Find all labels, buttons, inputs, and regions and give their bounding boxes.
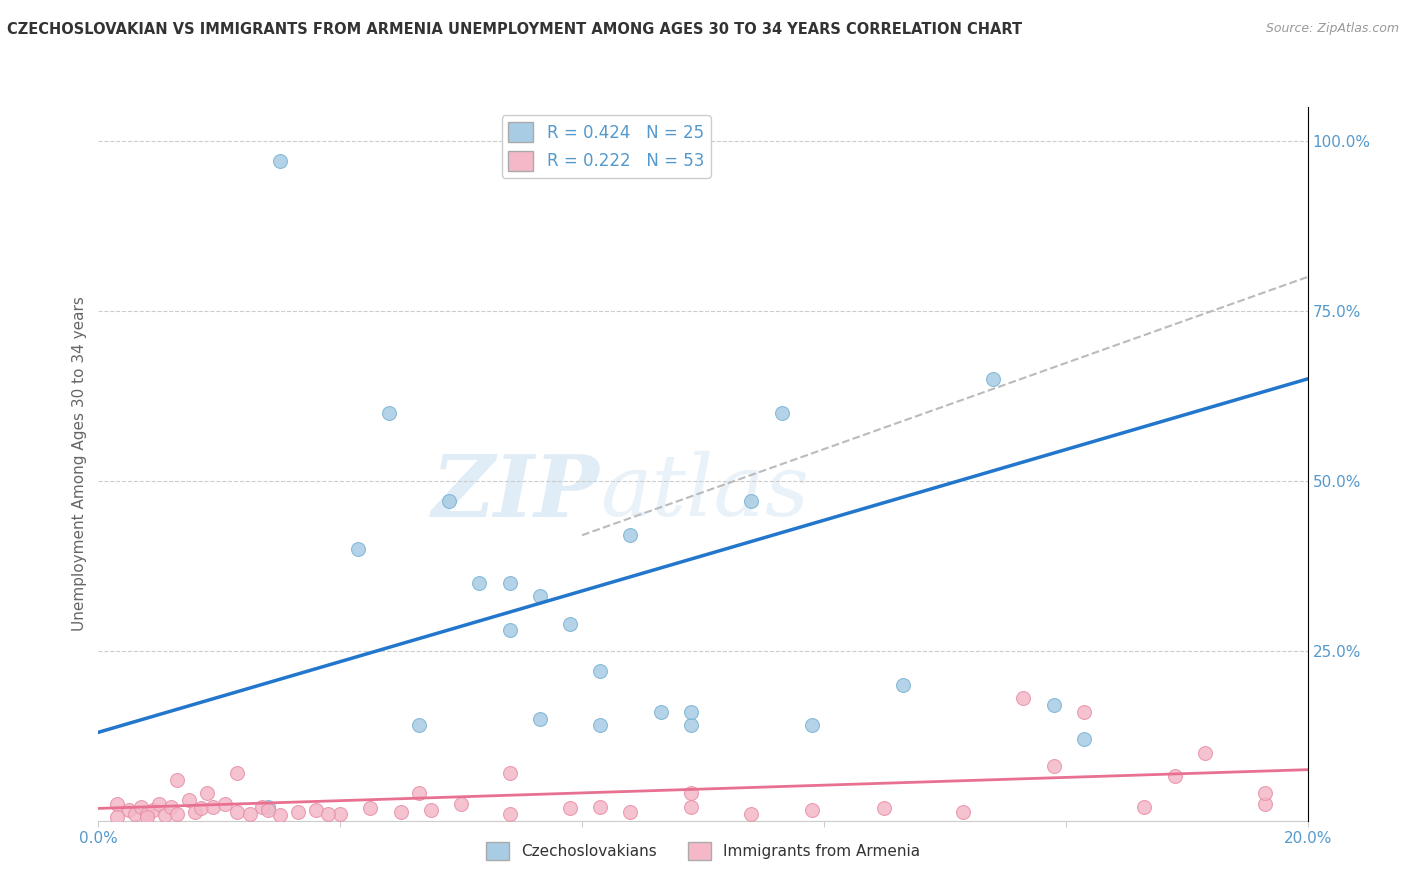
Point <box>1073 705 1095 719</box>
Point <box>408 718 430 732</box>
Point <box>305 804 328 818</box>
Point <box>1133 800 1156 814</box>
Point <box>498 806 520 821</box>
Point <box>619 528 641 542</box>
Point <box>420 804 443 818</box>
Point <box>142 804 165 818</box>
Point <box>1194 746 1216 760</box>
Point <box>558 801 581 815</box>
Point <box>558 616 581 631</box>
Point <box>468 575 491 590</box>
Point <box>316 806 339 821</box>
Point <box>1073 732 1095 747</box>
Point <box>679 787 702 801</box>
Point <box>166 806 188 821</box>
Point <box>190 801 212 815</box>
Text: atlas: atlas <box>600 451 810 533</box>
Point <box>450 797 472 811</box>
Point <box>800 718 823 732</box>
Point <box>1042 698 1064 712</box>
Point <box>679 705 702 719</box>
Point <box>195 787 218 801</box>
Point <box>498 624 520 638</box>
Point <box>377 406 399 420</box>
Point <box>529 712 551 726</box>
Point <box>740 806 762 821</box>
Point <box>981 372 1004 386</box>
Point <box>360 801 382 815</box>
Point <box>135 810 157 824</box>
Point <box>129 800 152 814</box>
Point <box>1012 691 1035 706</box>
Point <box>408 787 430 801</box>
Point <box>589 718 612 732</box>
Point <box>650 705 672 719</box>
Point <box>589 800 612 814</box>
Point <box>952 805 974 820</box>
Point <box>770 406 793 420</box>
Point <box>226 766 249 780</box>
Point <box>1254 797 1277 811</box>
Text: CZECHOSLOVAKIAN VS IMMIGRANTS FROM ARMENIA UNEMPLOYMENT AMONG AGES 30 TO 34 YEAR: CZECHOSLOVAKIAN VS IMMIGRANTS FROM ARMEN… <box>7 22 1022 37</box>
Point <box>1163 769 1185 783</box>
Point <box>589 664 612 678</box>
Point <box>239 806 262 821</box>
Point <box>679 800 702 814</box>
Text: ZIP: ZIP <box>433 450 600 534</box>
Point <box>269 154 291 169</box>
Point <box>179 793 201 807</box>
Text: Source: ZipAtlas.com: Source: ZipAtlas.com <box>1265 22 1399 36</box>
Point <box>256 804 278 818</box>
Point <box>437 494 460 508</box>
Legend: Czechoslovakians, Immigrants from Armenia: Czechoslovakians, Immigrants from Armeni… <box>479 836 927 866</box>
Point <box>800 804 823 818</box>
Y-axis label: Unemployment Among Ages 30 to 34 years: Unemployment Among Ages 30 to 34 years <box>72 296 87 632</box>
Point <box>891 678 914 692</box>
Point <box>105 797 128 811</box>
Point <box>214 797 236 811</box>
Point <box>160 800 183 814</box>
Point <box>124 806 146 821</box>
Point <box>329 806 352 821</box>
Point <box>226 805 249 820</box>
Point <box>498 575 520 590</box>
Point <box>287 805 309 820</box>
Point <box>148 797 170 811</box>
Point <box>202 800 225 814</box>
Point <box>347 541 370 556</box>
Point <box>619 805 641 820</box>
Point <box>873 801 896 815</box>
Point <box>250 800 273 814</box>
Point <box>529 590 551 604</box>
Point <box>389 805 412 820</box>
Point <box>135 806 157 821</box>
Point <box>269 808 291 822</box>
Point <box>1042 759 1064 773</box>
Point <box>184 805 207 820</box>
Point <box>105 810 128 824</box>
Point <box>166 772 188 787</box>
Point <box>153 808 176 822</box>
Point <box>498 766 520 780</box>
Point <box>740 494 762 508</box>
Point <box>256 800 278 814</box>
Point <box>118 804 141 818</box>
Point <box>679 718 702 732</box>
Point <box>1254 787 1277 801</box>
